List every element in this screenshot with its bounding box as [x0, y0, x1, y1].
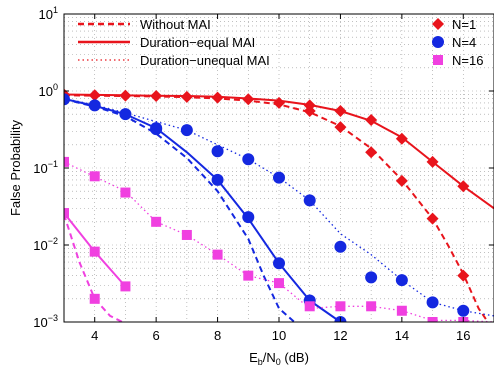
legend-label-solid: Duration−equal MAI: [140, 35, 255, 50]
legend-marker-square: [433, 55, 443, 65]
marker-n16: [181, 229, 192, 240]
marker-n4: [426, 296, 439, 309]
marker-n1: [365, 114, 378, 127]
marker-n16: [427, 317, 438, 322]
marker-n16: [396, 305, 407, 316]
marker-n4: [395, 274, 408, 287]
legend-marker-diamond: [432, 18, 444, 30]
x-tick-label: 16: [456, 328, 470, 343]
series-line-n16-dashed: [64, 214, 123, 322]
marker-legend: N=1 N=4 N=16: [432, 17, 483, 68]
marker-n16: [243, 270, 254, 281]
y-axis-ticks: 10−3 10−2 10−1 100 101: [33, 5, 494, 330]
x-axis-ticks: 4 6 8 10 12 14 16: [91, 14, 471, 343]
marker-n1: [334, 121, 347, 134]
marker-n16: [335, 301, 346, 312]
marker-n16: [120, 281, 131, 292]
marker-n4: [180, 124, 193, 137]
marker-n1: [426, 155, 439, 168]
marker-n1: [88, 89, 101, 102]
x-tick-label: 4: [91, 328, 98, 343]
y-tick-label: 100: [39, 82, 58, 99]
x-axis-label: Eb/N0 (dB): [249, 350, 309, 367]
line-style-legend: Without MAI Duration−equal MAI Duration−un…: [78, 17, 270, 68]
y-tick-label: 101: [39, 5, 58, 22]
marker-n4: [211, 173, 224, 186]
x-tick-label: 14: [395, 328, 409, 343]
marker-n1: [119, 89, 132, 102]
marker-n1: [273, 96, 285, 109]
series-line-n4-dashed: [64, 98, 296, 322]
marker-n1: [457, 180, 470, 193]
legend-marker-circle: [432, 36, 444, 48]
x-axis-label-sub2: 0: [276, 357, 281, 367]
marker-n4: [457, 304, 470, 317]
legend-label-square: N=16: [452, 53, 483, 68]
marker-n4: [365, 271, 378, 284]
marker-n4: [273, 171, 285, 184]
marker-n4: [64, 93, 70, 106]
marker-n4: [211, 145, 224, 158]
series-line-n4-solid: [64, 97, 341, 322]
marker-n4: [119, 108, 132, 121]
marker-n1: [211, 91, 224, 104]
marker-n1: [395, 132, 408, 145]
marker-n1: [457, 269, 470, 282]
marker-n4: [242, 211, 255, 224]
x-tick-label: 12: [333, 328, 347, 343]
marker-n4: [273, 257, 285, 270]
marker-n16: [274, 278, 284, 289]
marker-n4: [334, 240, 347, 253]
marker-n4: [303, 194, 316, 207]
marker-n16: [64, 208, 69, 219]
marker-n16: [151, 216, 162, 227]
x-tick-label: 8: [214, 328, 221, 343]
marker-n16: [89, 171, 100, 182]
marker-n1: [180, 90, 193, 103]
marker-n16: [212, 249, 223, 260]
marker-n1: [242, 93, 255, 106]
marker-n16: [304, 301, 315, 312]
marker-n1: [334, 104, 347, 117]
marker-n16: [89, 246, 100, 257]
marker-n16: [64, 156, 69, 167]
marker-n1: [303, 99, 316, 112]
marker-n16: [366, 301, 377, 312]
y-axis-label: False Probability: [8, 119, 23, 216]
marker-n16: [120, 187, 131, 198]
series-line-n16-dotted: [64, 161, 494, 322]
x-tick-label: 10: [272, 328, 286, 343]
marker-n4: [150, 122, 163, 135]
x-tick-label: 6: [153, 328, 160, 343]
x-axis-label-mid: /N: [263, 350, 276, 365]
markers-group: [64, 88, 470, 322]
marker-n4: [242, 153, 255, 166]
marker-n1: [150, 90, 163, 103]
y-tick-label: 10−3: [33, 313, 58, 330]
legend-label-dashed: Without MAI: [140, 17, 211, 32]
y-tick-label: 10−2: [33, 236, 58, 253]
marker-n1: [365, 146, 378, 159]
x-axis-label-sub1: b: [258, 357, 263, 367]
x-axis-label-tail: (dB): [281, 350, 309, 365]
marker-n16: [89, 293, 100, 304]
y-tick-label: 10−1: [33, 159, 58, 176]
x-axis-label-main: E: [249, 350, 258, 365]
legend-label-diamond: N=1: [452, 17, 476, 32]
marker-n1: [395, 174, 408, 187]
marker-n4: [88, 99, 101, 112]
marker-n1: [426, 212, 439, 225]
legend-label-circle: N=4: [452, 35, 476, 50]
legend-label-dotted: Duration−unequal MAI: [140, 53, 270, 68]
